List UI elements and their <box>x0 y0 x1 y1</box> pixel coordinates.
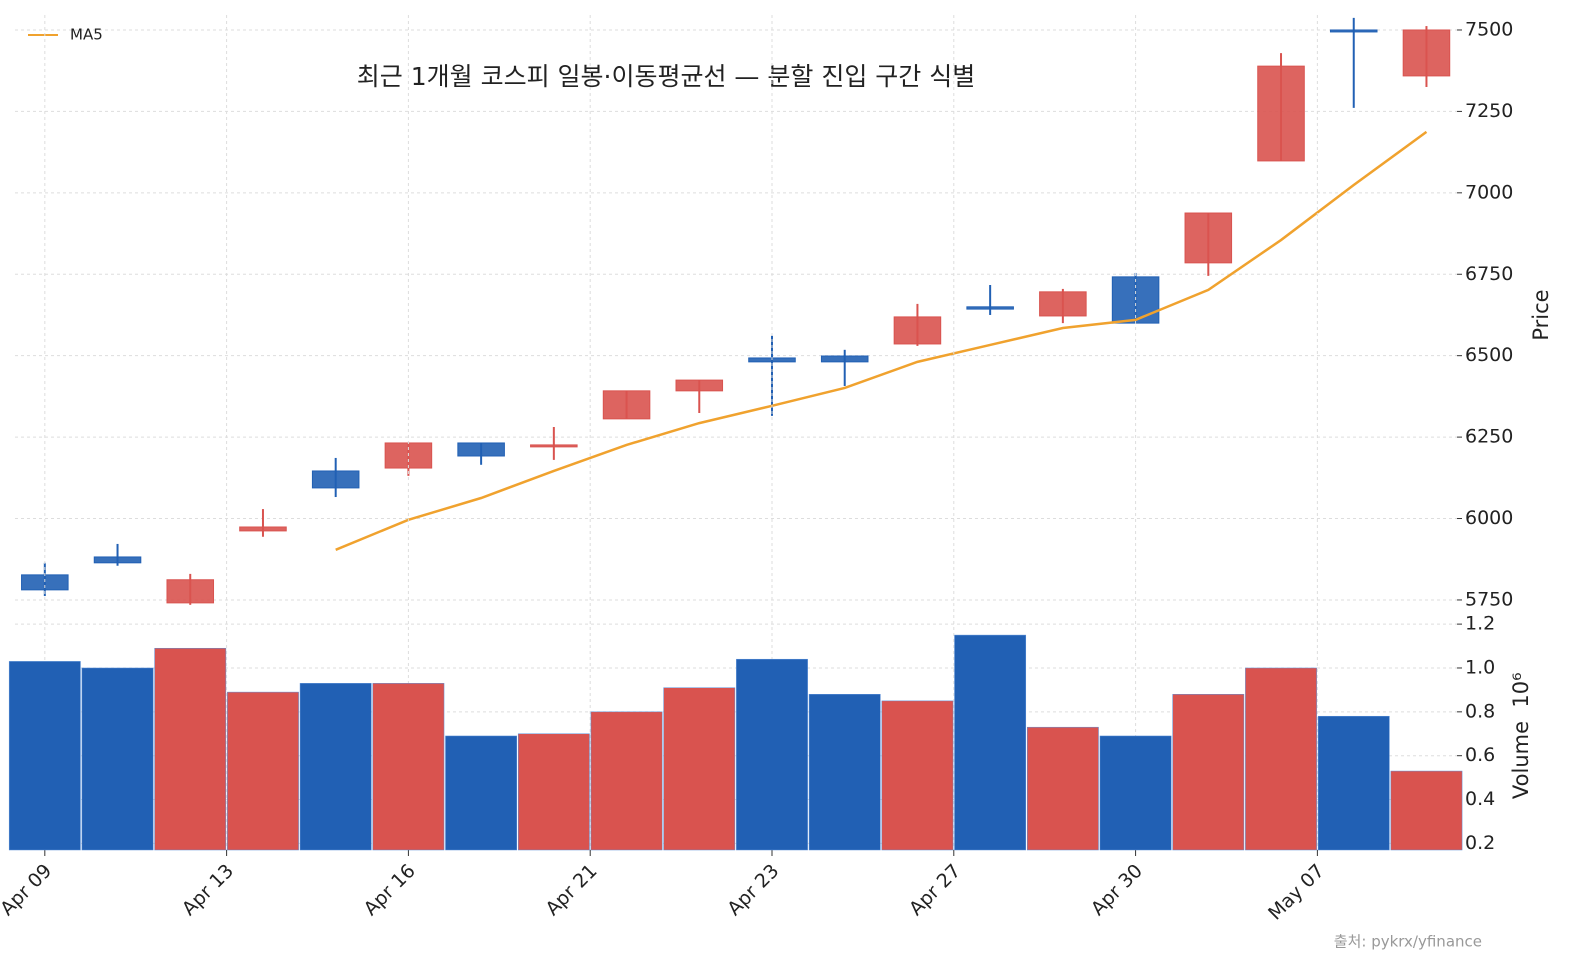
volume-bar <box>736 658 808 851</box>
volume-bar <box>445 735 518 851</box>
candle-body <box>820 355 869 363</box>
candle-body <box>457 442 505 457</box>
candle-body <box>1402 29 1451 77</box>
x-tick-label: Apr 13 <box>178 860 238 920</box>
y-tick-label: 1.0 <box>1465 656 1495 678</box>
candle-body <box>966 306 1014 310</box>
y-tick-label: 7500 <box>1465 18 1513 40</box>
candle-body <box>893 316 942 345</box>
volume-bar <box>590 711 663 851</box>
candle-body <box>1039 291 1087 317</box>
candle-body <box>1257 65 1305 162</box>
volume-bar <box>1390 770 1463 851</box>
volume-bar <box>1317 715 1390 851</box>
volume-bar <box>881 700 954 851</box>
volume-bar <box>8 661 81 851</box>
y-tick-label: 6500 <box>1465 344 1513 366</box>
y-tick-label: 6250 <box>1465 426 1513 448</box>
y-tick-label: 7250 <box>1465 100 1513 122</box>
volume-bar <box>372 683 445 851</box>
x-tick-label: May 07 <box>1264 860 1329 925</box>
x-tick-label: Apr 23 <box>723 860 783 920</box>
x-tick-label: Apr 16 <box>360 860 420 920</box>
candle-body <box>530 444 578 448</box>
candle-body <box>675 379 724 392</box>
y-tick-label: 0.8 <box>1465 700 1495 722</box>
candle-body <box>602 390 651 420</box>
x-tick-label: Apr 09 <box>0 860 56 920</box>
y-tick-label: 0.2 <box>1465 832 1495 854</box>
candle-body <box>311 470 360 489</box>
volume-bar <box>81 667 154 851</box>
y-tick-label: 1.2 <box>1465 613 1495 635</box>
ma-line <box>335 130 1428 551</box>
y-tick-label: 6750 <box>1465 263 1513 285</box>
y-tick-label: 7000 <box>1465 181 1513 203</box>
axis-offset-label: 10⁶ <box>1509 672 1533 707</box>
y-tick-label: 5750 <box>1465 588 1513 610</box>
volume-bar <box>1172 694 1245 851</box>
volume-bar <box>663 687 736 851</box>
volume-bar <box>517 733 590 851</box>
candle-body <box>166 579 215 604</box>
x-tick-label: Apr 30 <box>1087 860 1147 920</box>
volume-bar <box>154 647 227 851</box>
source-note: 출처: pykrx/yfinance <box>1334 933 1482 951</box>
candle-body <box>93 556 142 564</box>
candle-body <box>1329 29 1378 33</box>
volume-bar <box>808 694 881 851</box>
y-tick-label: 6000 <box>1465 507 1513 529</box>
y-axis-label: Volume <box>1509 721 1533 799</box>
y-axis-label: Price <box>1529 289 1553 340</box>
y-tick-label: 0.6 <box>1465 744 1495 766</box>
volume-bar <box>1245 667 1317 851</box>
volume-bar <box>1099 735 1172 851</box>
chart-title: 최근 1개월 코스피 일봉·이동평균선 — 분할 진입 구간 식별 <box>357 62 975 91</box>
candle-body <box>239 526 287 532</box>
x-tick-label: Apr 27 <box>905 860 965 920</box>
legend-label: MA5 <box>70 26 103 44</box>
volume-bar <box>299 683 372 851</box>
candle-body <box>1184 212 1233 264</box>
volume-bar <box>227 691 299 851</box>
x-tick-label: Apr 21 <box>541 860 601 920</box>
y-tick-label: 0.4 <box>1465 788 1495 810</box>
volume-bar <box>1026 726 1099 851</box>
volume-bar <box>954 634 1027 851</box>
